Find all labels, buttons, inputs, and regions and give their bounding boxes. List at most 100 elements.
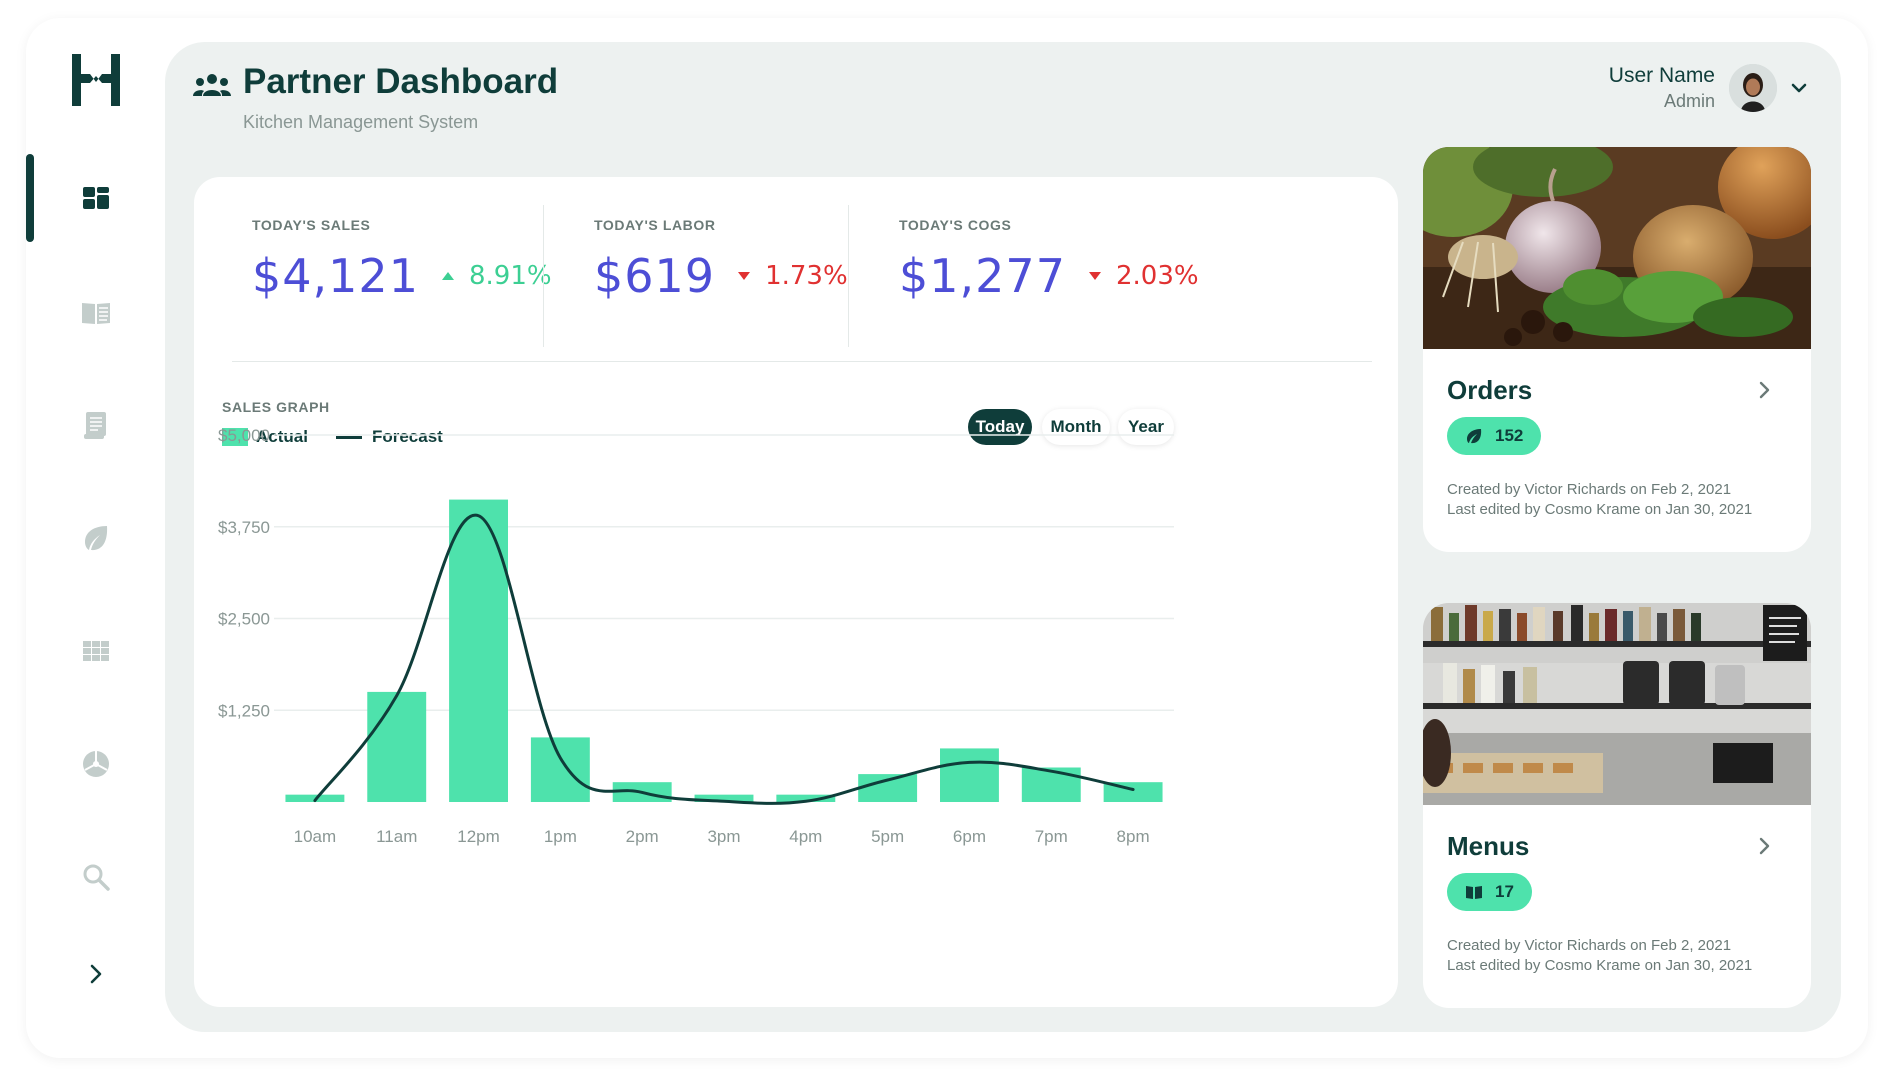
orders-title: Orders (1447, 375, 1533, 405)
menus-card[interactable]: Menus 17 Created by Victor Richards on F… (1423, 603, 1811, 1008)
avatar[interactable] (1729, 64, 1777, 112)
search-icon (83, 864, 110, 891)
stat-label: TODAY'S SALES (252, 217, 371, 233)
sidebar-item-grid[interactable] (26, 607, 166, 695)
chart-legend: Actual Forecast (222, 427, 443, 447)
logo-icon (72, 54, 120, 106)
y-tick-label: $1,250 (218, 701, 270, 720)
triangle-down-icon (738, 272, 751, 280)
stat-divider (848, 205, 849, 347)
sidebar-item-dashboard[interactable] (26, 154, 166, 242)
sidebar-item-ingredients[interactable] (26, 494, 166, 582)
stat-delta-value: 2.03% (1115, 261, 1199, 291)
bar-11am (367, 691, 427, 802)
orders-created: Created by Victor Richards on Feb 2, 202… (1447, 481, 1732, 498)
legend-label-actual: Actual (256, 427, 308, 446)
chevron-right-icon (90, 964, 102, 984)
stat-value: $4,121 (252, 249, 419, 303)
user-role: Admin (1663, 91, 1715, 111)
user-menu[interactable]: User Name Admin (1609, 64, 1811, 112)
x-tick-label: 5pm (871, 827, 904, 846)
orders-meta: Created by Victor Richards on Feb 2, 202… (1447, 480, 1752, 520)
page-subtitle: Kitchen Management System (243, 112, 479, 132)
sales-card: TODAY'S SALES $4,121 8.91% TODAY'S LABOR… (194, 177, 1398, 1007)
stat-delta-value: 8.91% (468, 261, 552, 291)
forecast-line (313, 513, 1135, 805)
stat-delta: 1.73% (737, 261, 848, 291)
legend-label-forecast: Forecast (371, 427, 443, 446)
x-tick-label: 6pm (953, 827, 986, 846)
stat-delta-value: 1.73% (765, 261, 848, 291)
range-month-button[interactable]: Month (1042, 409, 1110, 445)
x-tick-label: 2pm (626, 827, 659, 846)
menus-count-badge: 17 (1447, 873, 1532, 911)
orders-count: 152 (1495, 426, 1524, 445)
chevron-right-icon[interactable] (1753, 379, 1775, 401)
stat-value: $1,277 (899, 249, 1066, 303)
bar-7pm (1021, 767, 1081, 802)
page-title: Partner Dashboard (243, 62, 559, 101)
x-tick-label: 4pm (789, 827, 822, 846)
menus-title: Menus (1447, 831, 1530, 861)
triangle-down-icon (1088, 272, 1101, 280)
leaf-icon (85, 526, 108, 551)
sales-chart: $5,000 $3,750 $2,500 $1,250 10am 11am 12pm 1pm 2… (218, 426, 1174, 846)
stat-label: TODAY'S COGS (899, 217, 1012, 233)
stat-value: $619 (594, 249, 716, 303)
x-tick-label: 12pm (457, 827, 500, 846)
menus-meta: Created by Victor Richards on Feb 2, 202… (1447, 936, 1752, 976)
menus-created: Created by Victor Richards on Feb 2, 202… (1447, 937, 1732, 954)
bar-6pm (940, 748, 999, 802)
y-tick-label: $3,750 (218, 518, 270, 537)
y-tick-label: $5,000 (218, 426, 270, 445)
range-year-button[interactable]: Year (1118, 409, 1174, 445)
stat-delta: 2.03% (1088, 261, 1199, 291)
book-icon (1466, 886, 1482, 899)
orders-edited: Last edited by Cosmo Krame on Jan 30, 20… (1447, 501, 1753, 518)
book-icon (82, 303, 110, 324)
sidebar-item-orders[interactable] (26, 381, 166, 469)
sidebar-expand-button[interactable] (26, 930, 166, 1018)
chevron-right-icon[interactable] (1753, 835, 1775, 857)
orders-count-badge: 152 (1447, 417, 1542, 455)
user-name: User Name (1608, 64, 1715, 87)
stat-divider (543, 205, 544, 347)
x-tick-label: 11am (376, 827, 417, 846)
menus-edited: Last edited by Cosmo Krame on Jan 30, 20… (1447, 957, 1753, 974)
stat-label: TODAY'S LABOR (594, 217, 716, 233)
cafe-counter-image (1423, 603, 1811, 805)
stat-delta: 8.91% (441, 261, 552, 291)
x-tick-label: 3pm (707, 827, 740, 846)
stat-sales: TODAY'S SALES $4,121 8.91% (252, 217, 552, 303)
main-panel: Partner Dashboard Kitchen Management Sys… (165, 42, 1841, 1032)
menus-count: 17 (1495, 882, 1514, 901)
menus-image (1423, 603, 1811, 805)
vegetables-image (1423, 147, 1811, 349)
triangle-up-icon (441, 272, 454, 280)
sidebar-item-menus[interactable] (26, 268, 166, 356)
legend-swatch-forecast (335, 435, 362, 439)
range-today-button[interactable]: Today (968, 409, 1032, 445)
graph-label: SALES GRAPH (222, 399, 330, 415)
x-tick-label: 10am (294, 827, 337, 846)
stat-cogs: TODAY'S COGS $1,277 2.03% (899, 217, 1199, 303)
stats-divider (232, 361, 1372, 362)
x-tick-label: 1pm (544, 827, 577, 846)
grid-icon (83, 641, 109, 661)
sidebar-item-analytics[interactable] (26, 720, 166, 808)
avatar-image (1729, 64, 1777, 112)
chevron-down-icon[interactable] (1787, 76, 1811, 100)
leaf-icon (1467, 429, 1482, 444)
x-tick-label: 7pm (1035, 827, 1068, 846)
receipt-icon (84, 412, 106, 439)
bar-4pm (776, 794, 836, 802)
stat-labor: TODAY'S LABOR $619 1.73% (594, 217, 848, 303)
bar-3pm (694, 794, 754, 802)
orders-image (1423, 147, 1811, 349)
sidebar (26, 18, 166, 1058)
sidebar-item-search[interactable] (26, 833, 166, 921)
user-info: User Name Admin (1609, 64, 1715, 112)
x-tick-label: 8pm (1117, 827, 1150, 846)
y-tick-label: $2,500 (218, 610, 270, 629)
orders-card[interactable]: Orders 152 Created by Victor Richards on… (1423, 147, 1811, 552)
